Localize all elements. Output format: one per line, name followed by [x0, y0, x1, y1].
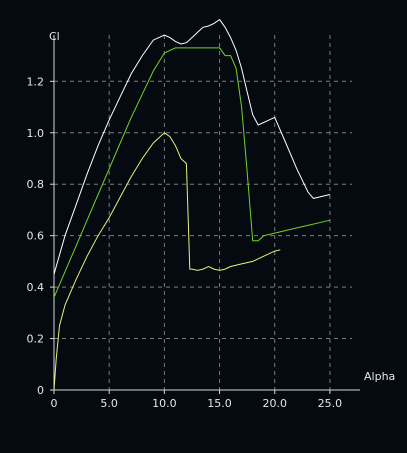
x-tick-label-2: 10.0 [152, 397, 177, 410]
axis-layer [50, 35, 360, 394]
y-axis-label: Cl [49, 30, 60, 43]
x-tick-label-1: 5.0 [100, 397, 118, 410]
y-tick-label-3: 0.6 [27, 230, 45, 243]
x-axis-label: Alpha [364, 370, 395, 383]
y-tick-label-0: 0 [37, 384, 44, 397]
y-tick-label-5: 1.0 [27, 127, 45, 140]
y-tick-label-2: 0.4 [27, 281, 45, 294]
series-line-2 [54, 48, 330, 298]
x-tick-label-4: 20.0 [262, 397, 287, 410]
x-tick-label-5: 25.0 [318, 397, 343, 410]
y-tick-label-6: 1.2 [27, 75, 45, 88]
y-tick-label-1: 0.2 [27, 333, 45, 346]
x-tick-label-3: 15.0 [207, 397, 232, 410]
x-tick-label-0: 0 [51, 397, 58, 410]
tick-label-layer: 0 5.0 10.0 15.0 20.0 25.0 0 0.2 0.4 0.6 0.8 1.0 1.2 [27, 75, 343, 410]
grid-layer [54, 35, 352, 390]
series-layer [54, 20, 330, 390]
y-tick-label-4: 0.8 [27, 178, 45, 191]
